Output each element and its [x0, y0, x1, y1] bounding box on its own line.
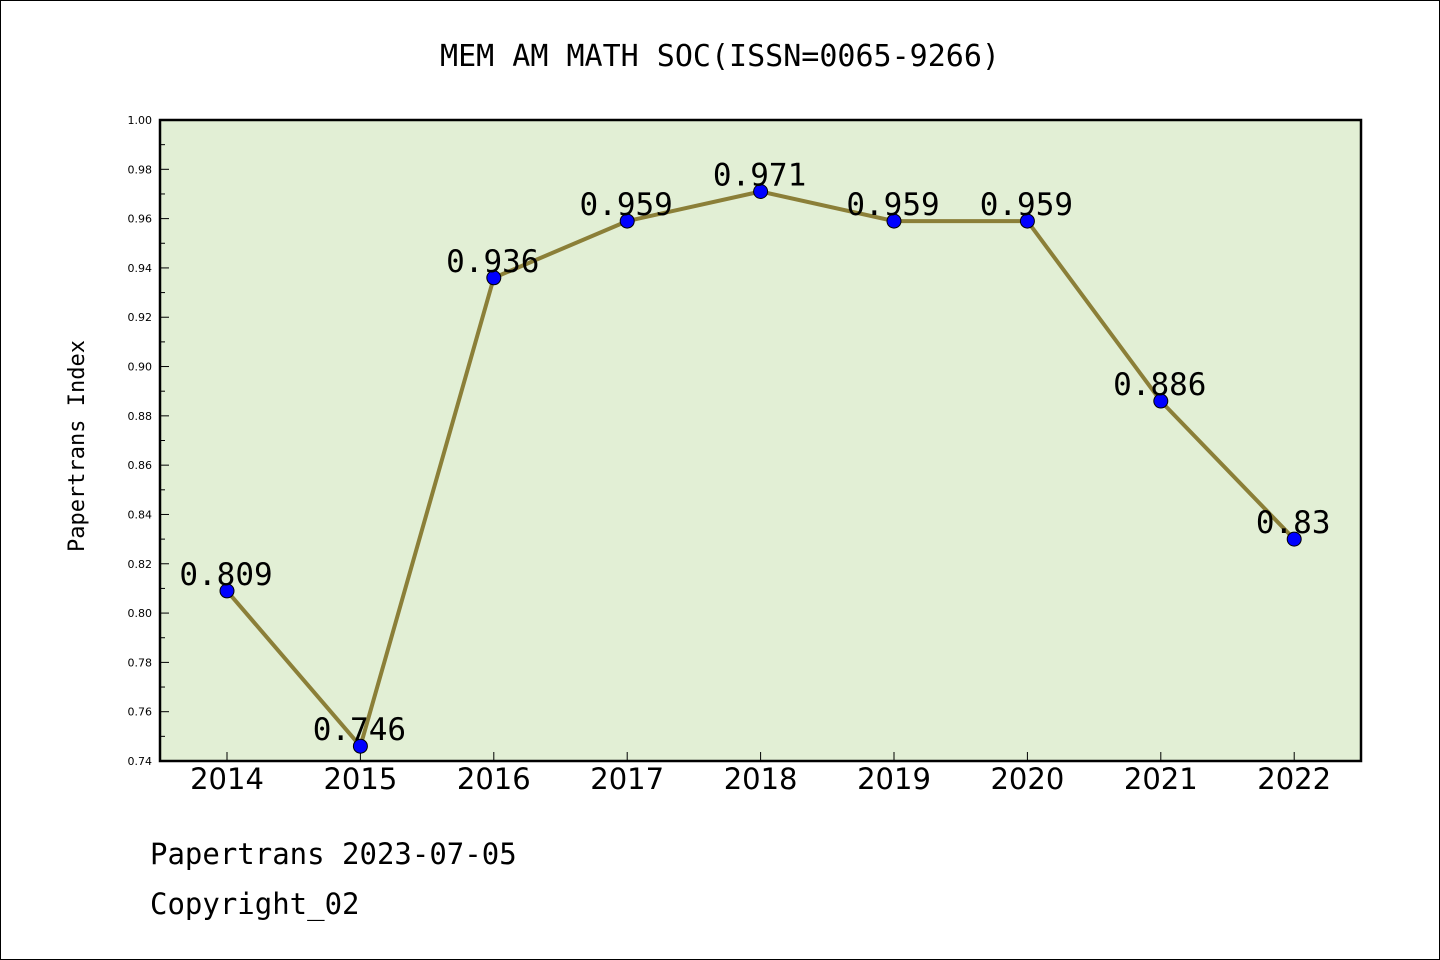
- data-label: 0.959: [846, 187, 939, 223]
- x-tick-label: 2017: [590, 762, 664, 796]
- data-point: [619, 213, 635, 229]
- x-tick-label: 2018: [724, 762, 798, 796]
- data-point: [886, 213, 902, 229]
- data-label: 0.959: [580, 187, 673, 223]
- x-tick-label: 2022: [1257, 762, 1331, 796]
- data-point: [219, 583, 235, 599]
- data-point: [352, 738, 368, 754]
- y-tick-label: 0.84: [128, 508, 153, 521]
- x-tick-label: 2019: [857, 762, 931, 796]
- x-tick-label: 2021: [1124, 762, 1198, 796]
- y-tick-label: 0.80: [128, 607, 153, 620]
- data-label: 0.936: [446, 244, 539, 280]
- y-axis-label: Papertrans Index: [65, 340, 90, 552]
- data-point: [753, 183, 769, 199]
- footer-date: Papertrans 2023-07-05: [150, 837, 517, 871]
- y-tick-label: 0.86: [128, 459, 153, 472]
- y-tick-label: 0.94: [128, 262, 153, 275]
- y-tick-label: 0.90: [128, 361, 153, 374]
- data-label: 0.746: [313, 712, 406, 748]
- x-tick-label: 2015: [323, 762, 397, 796]
- footer-copyright: Copyright_02: [150, 887, 360, 922]
- y-tick-label: 0.82: [128, 558, 153, 571]
- data-point: [486, 270, 502, 286]
- plot-area: [158, 118, 1363, 763]
- y-axis: 0.74 0.76 0.78 0.80 0.82 0.84 0.86 0.88 0.90 0.92…: [128, 114, 169, 768]
- chart-title: MEM AM MATH SOC(ISSN=0065-9266): [440, 39, 1000, 74]
- y-tick-label: 0.76: [128, 706, 153, 719]
- y-tick-label: 0.96: [128, 213, 153, 226]
- x-tick-label: 2016: [457, 762, 531, 796]
- x-tick-label: 2020: [990, 762, 1064, 796]
- y-tick-label: 0.98: [128, 163, 153, 176]
- y-tick-label: 0.88: [128, 410, 153, 423]
- x-axis: 2014 2015 2016 2017 2018 2019 2020 2021 2022: [190, 752, 1331, 796]
- y-tick-label: 0.74: [128, 755, 153, 768]
- data-labels: 0.809 0.746 0.936 0.959 0.971 0.959 0.959 0.886…: [179, 157, 1330, 748]
- series-line: [219, 183, 1302, 754]
- x-tick-label: 2014: [190, 762, 264, 796]
- y-tick-label: 0.78: [128, 656, 153, 669]
- data-point: [1286, 531, 1302, 547]
- y-tick-label: 1.00: [128, 114, 153, 127]
- data-label: 0.959: [980, 187, 1073, 223]
- data-label: 0.886: [1113, 367, 1206, 403]
- data-point: [1153, 393, 1169, 409]
- data-label: 0.971: [713, 157, 806, 193]
- data-label: 0.809: [179, 557, 272, 593]
- data-point: [1019, 213, 1035, 229]
- data-label: 0.83: [1256, 505, 1331, 541]
- y-tick-label: 0.92: [128, 311, 153, 324]
